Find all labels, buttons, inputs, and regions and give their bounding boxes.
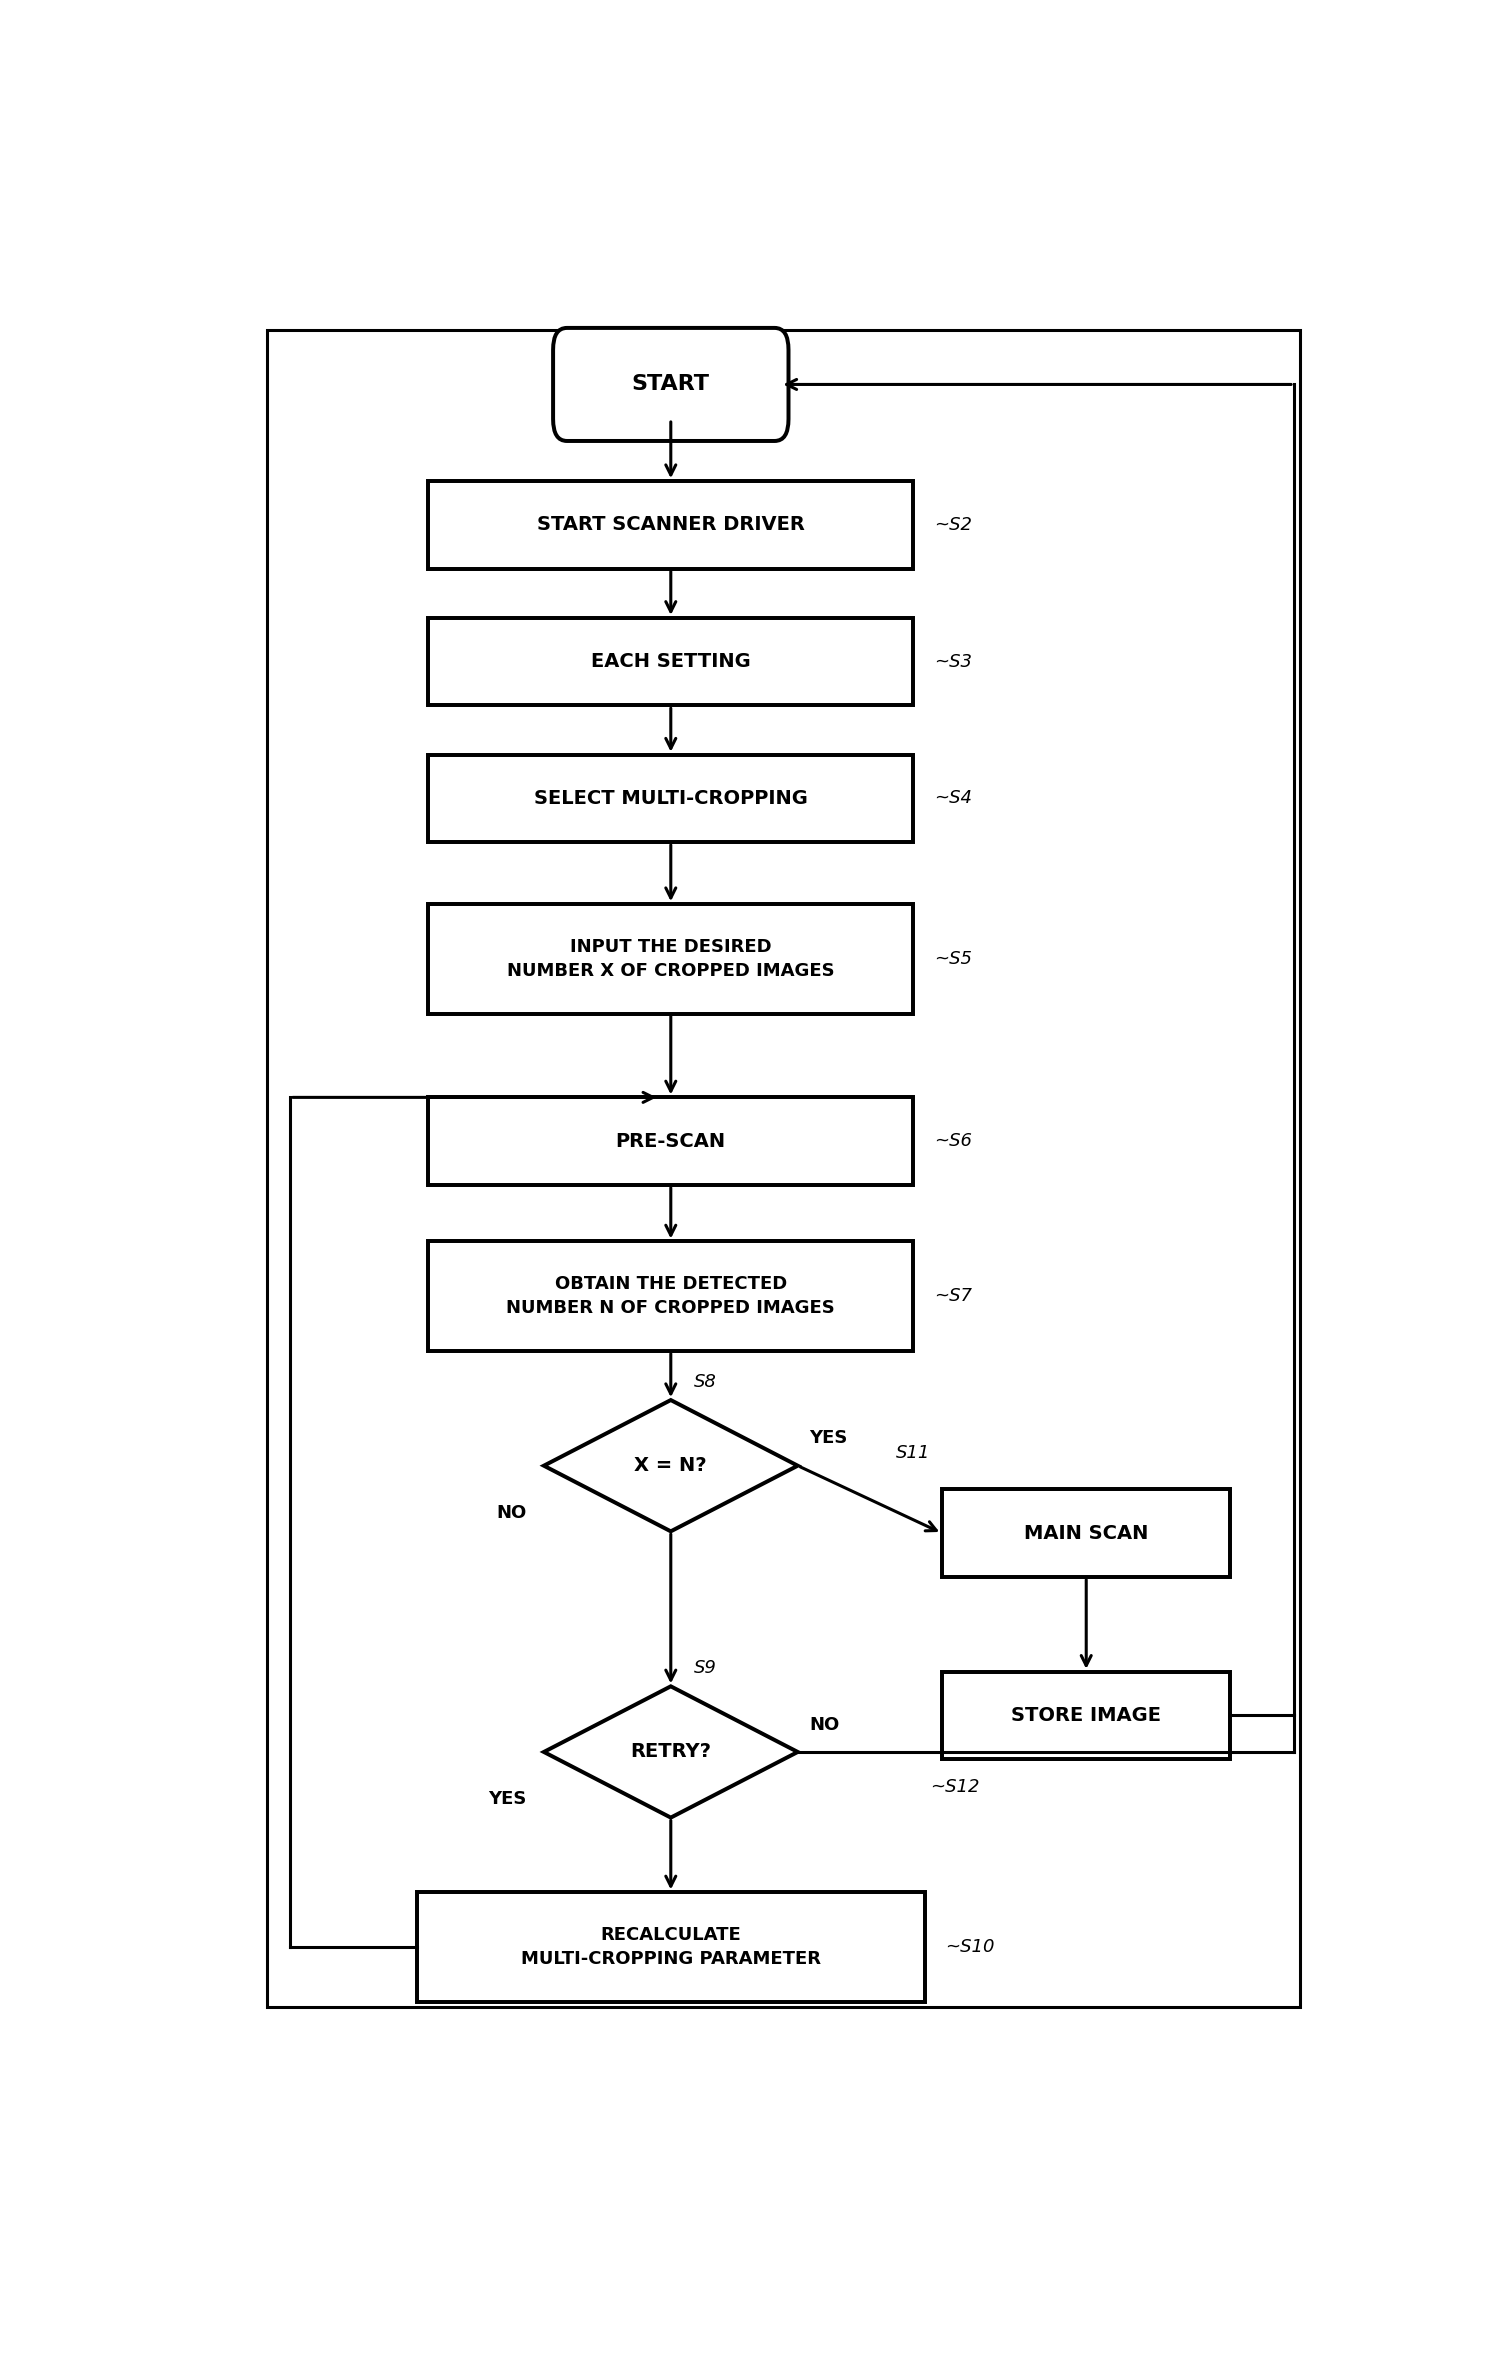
- Text: ~S3: ~S3: [934, 654, 972, 670]
- Text: ~S12: ~S12: [931, 1778, 980, 1795]
- Bar: [429, 755, 913, 843]
- Text: RETRY?: RETRY?: [630, 1743, 712, 1762]
- Text: YES: YES: [810, 1430, 847, 1447]
- Bar: [267, 329, 1300, 2008]
- Text: ~S5: ~S5: [934, 950, 972, 969]
- Polygon shape: [543, 1399, 798, 1532]
- FancyBboxPatch shape: [552, 327, 789, 440]
- Polygon shape: [543, 1686, 798, 1819]
- Bar: [429, 618, 913, 706]
- Bar: [429, 1241, 913, 1350]
- Text: X = N?: X = N?: [634, 1456, 707, 1475]
- Text: NO: NO: [496, 1504, 527, 1523]
- Text: OBTAIN THE DETECTED
NUMBER N OF CROPPED IMAGES: OBTAIN THE DETECTED NUMBER N OF CROPPED …: [506, 1276, 835, 1317]
- Text: ~S4: ~S4: [934, 789, 972, 807]
- Text: INPUT THE DESIRED
NUMBER X OF CROPPED IMAGES: INPUT THE DESIRED NUMBER X OF CROPPED IM…: [506, 938, 835, 980]
- Bar: [943, 1489, 1230, 1577]
- Bar: [429, 481, 913, 568]
- Text: ~S2: ~S2: [934, 516, 972, 533]
- Text: PRE-SCAN: PRE-SCAN: [616, 1132, 725, 1151]
- Text: ~S6: ~S6: [934, 1132, 972, 1151]
- Text: EACH SETTING: EACH SETTING: [591, 651, 750, 670]
- Bar: [417, 1892, 925, 2001]
- Text: NO: NO: [810, 1717, 840, 1733]
- Text: START SCANNER DRIVER: START SCANNER DRIVER: [538, 516, 804, 535]
- Text: RECALCULATE
MULTI-CROPPING PARAMETER: RECALCULATE MULTI-CROPPING PARAMETER: [521, 1925, 820, 1968]
- Text: ~S10: ~S10: [946, 1937, 995, 1956]
- Bar: [429, 1096, 913, 1184]
- Bar: [943, 1672, 1230, 1759]
- Text: S8: S8: [694, 1373, 716, 1390]
- Text: SELECT MULTI-CROPPING: SELECT MULTI-CROPPING: [535, 789, 807, 807]
- Text: S9: S9: [694, 1660, 716, 1677]
- Text: YES: YES: [488, 1790, 527, 1809]
- Text: STORE IMAGE: STORE IMAGE: [1011, 1705, 1161, 1724]
- Bar: [429, 905, 913, 1014]
- Text: ~S7: ~S7: [934, 1288, 972, 1305]
- Text: START: START: [631, 374, 710, 395]
- Text: MAIN SCAN: MAIN SCAN: [1024, 1523, 1148, 1542]
- Text: S11: S11: [896, 1444, 931, 1461]
